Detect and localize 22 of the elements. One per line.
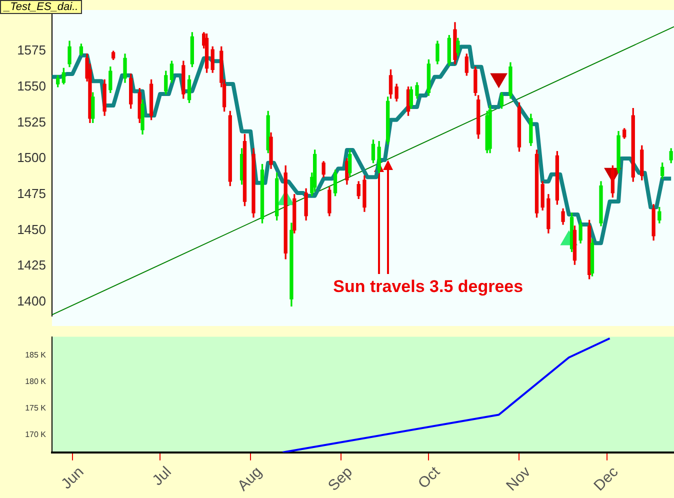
annotation: Sun travels 3.5 degrees [333,276,524,296]
x-tick-label: Jul [149,464,175,490]
y-tick-label: 180 K [25,377,47,386]
y-tick-label: 170 K [25,430,47,440]
y-tick-label: 1475 [17,186,46,201]
x-tick-label: Dec [590,463,622,494]
y-tick-label: 1525 [17,114,46,130]
y-tick-label: 1425 [17,258,46,273]
y-tick-label: 1400 [17,293,46,308]
chart-title: _Test_ES_dai.. [0,0,82,14]
point [490,73,508,88]
y-tick-label: 1500 [17,150,46,166]
x-tick-label: Sep [324,464,356,494]
x-tick-label: Oct [414,462,444,492]
y-tick-label: 185 K [25,350,47,360]
y-tick-label: 175 K [25,404,47,413]
x-tick-label: Aug [234,464,266,494]
y-tick-label: 1575 [17,42,46,58]
x-tick-label: Nov [503,463,534,494]
x-tick-label: Jun [58,464,88,493]
y-tick-label: 1550 [17,78,46,94]
y-tick-label: 1450 [17,222,46,237]
